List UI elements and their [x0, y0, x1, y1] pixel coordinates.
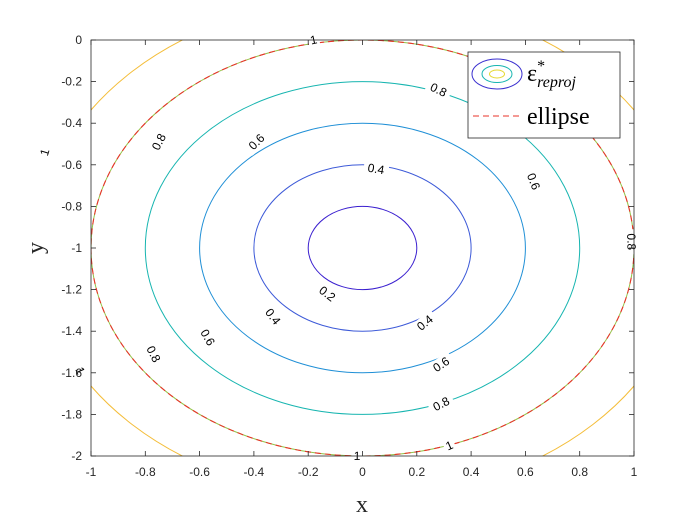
y-tick-label: -2 — [71, 449, 82, 463]
contour-label: 0.6 — [524, 171, 543, 192]
legend-entry-subscript: reproj — [537, 74, 576, 91]
legend-swatch-ring-inner — [489, 69, 505, 79]
x-tick-label: 0 — [359, 465, 366, 479]
x-tick-label: -0.8 — [135, 465, 156, 479]
x-tick-label: 0.4 — [463, 465, 480, 479]
x-tick-label: 0.2 — [408, 465, 425, 479]
contour-labels: 0.20.40.4 0.40.60.60.60.60.80.80.80.80.81… — [36, 31, 639, 464]
contour-level-1 — [253, 164, 472, 332]
contour-level-3 — [144, 81, 581, 415]
contour-label-bg — [441, 436, 458, 455]
contour-label: 1 — [37, 147, 52, 158]
legend-entry-ellipse: ellipse — [527, 104, 590, 130]
x-tick-label: -0.2 — [298, 465, 319, 479]
x-tick-label: -0.6 — [189, 465, 210, 479]
contour-label: 0.8 — [431, 394, 452, 414]
legend-swatch-ring-outer — [471, 58, 523, 90]
y-tick-label: -1.2 — [61, 283, 82, 297]
y-tick-label: -1.8 — [61, 407, 82, 421]
contour-label: 0.8 — [428, 80, 449, 100]
x-tick-label: -1 — [86, 465, 97, 479]
contour-lines — [91, 40, 634, 456]
x-tick-label: -0.4 — [244, 465, 265, 479]
contour-label: 0.8 — [149, 131, 169, 153]
y-tick-label: -1.6 — [61, 366, 82, 380]
y-tick-label: -1.4 — [61, 324, 82, 338]
y-tick-label: -1 — [71, 241, 82, 255]
y-tick-label: -0.4 — [61, 116, 82, 130]
y-tick-label: -0.2 — [61, 75, 82, 89]
contour-label-bg — [362, 159, 390, 178]
x-tick-label: 0.8 — [571, 465, 588, 479]
contour-label: 0.4 — [367, 161, 386, 178]
contour-label-bg — [313, 280, 342, 307]
contour-label-bg — [624, 229, 639, 255]
legend-entry-reprojection-error: ε* reproj — [527, 58, 576, 91]
y-tick-label: -0.8 — [61, 199, 82, 213]
contour-label-bg — [141, 339, 166, 369]
contour-label-bg — [71, 362, 89, 379]
x-tick-label: 0.6 — [517, 465, 534, 479]
contour-label: 0.8 — [143, 344, 163, 366]
contour-label-bg — [195, 323, 221, 352]
contour-label-bg — [242, 128, 271, 156]
contour-label-bg — [426, 351, 456, 378]
legend: ε* reproj ellipse — [467, 51, 621, 139]
legend-swatch-ring-middle — [481, 65, 513, 83]
y-axis-label: y — [23, 242, 49, 254]
contour-label: 0.8 — [624, 233, 638, 250]
contour-label-bg — [410, 309, 440, 337]
x-tick-label: 1 — [631, 465, 638, 479]
y-tick-label: 0 — [75, 33, 82, 47]
legend-box — [467, 51, 621, 139]
x-axis: -1 -0.8 -0.6 -0.4 -0.2 0 0.2 0.4 0.6 0.8 1 — [86, 40, 638, 479]
contour-label-bg — [522, 167, 545, 196]
contour-label-bg — [426, 392, 456, 416]
contour-label-bg — [146, 127, 171, 157]
contour-level-0 — [307, 205, 418, 291]
contour-label-bg — [259, 302, 287, 331]
legend-entry-superscript: * — [537, 58, 545, 75]
contour-label-bg — [36, 144, 54, 160]
contour-label-bg — [424, 78, 453, 102]
contour-level-2 — [199, 122, 526, 374]
legend-contour-swatch — [471, 58, 523, 90]
y-tick-label: -0.6 — [61, 158, 82, 172]
x-axis-label: x — [356, 492, 368, 518]
legend-entry-main: ε — [527, 61, 537, 87]
y-axis: -2 -1.8 -1.6 -1.4 -1.2 -1 -0.8 -0.6 -0.4 -0.2 0 — [61, 33, 634, 463]
